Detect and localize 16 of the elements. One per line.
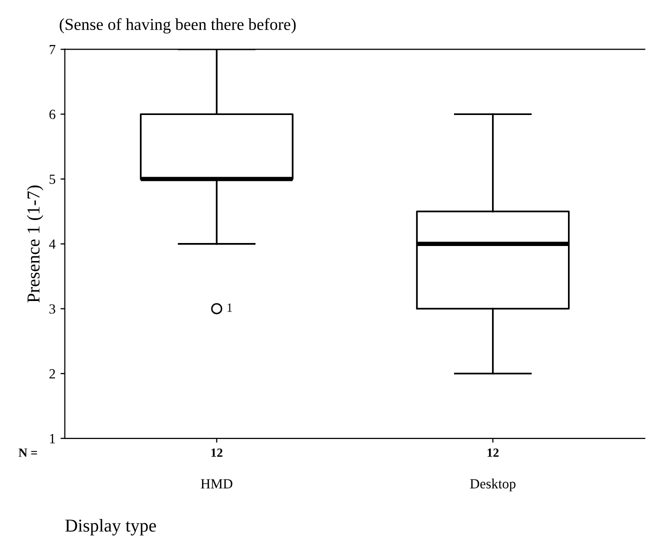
x-tick-label: HMD (200, 479, 232, 488)
text: N = (18, 448, 37, 457)
y-tick-label: 2 (49, 369, 56, 378)
annotation: 1 (228, 303, 232, 312)
y-axis-title: Presence 1 (1-7) (26, 186, 44, 302)
y-tick-label: 5 (50, 174, 56, 184)
y-tick-label: 7 (50, 45, 56, 54)
y-tick-label: 4 (49, 240, 56, 249)
x-tick-label: Desktop (470, 478, 516, 492)
annotation: 12 (211, 448, 222, 457)
annotation: 12 (488, 448, 499, 457)
y-tick-label: 3 (49, 304, 56, 314)
y-tick-label: 1 (50, 434, 55, 444)
chart-title: (Sense of having been there before) (60, 18, 296, 34)
y-tick-label: 6 (49, 110, 56, 120)
x-axis-title: Display type (65, 519, 156, 536)
